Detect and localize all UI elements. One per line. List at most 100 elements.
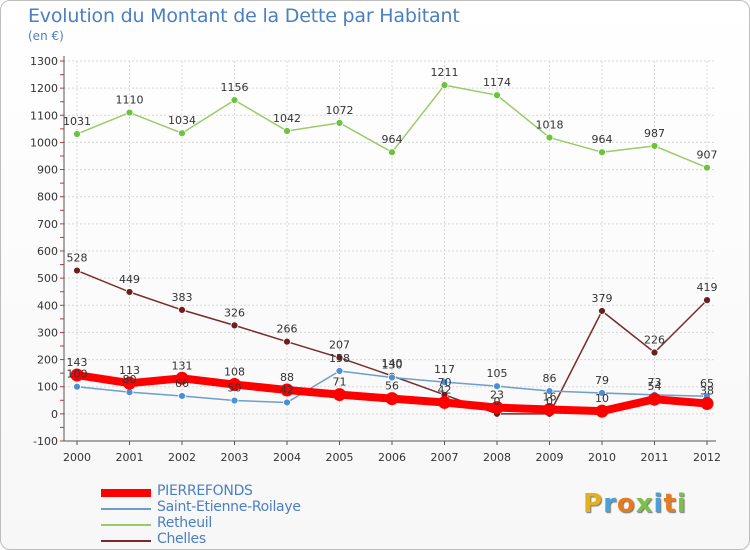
data-label: 1018	[536, 119, 564, 132]
x-tick-label: 2009	[536, 451, 564, 464]
data-point	[493, 91, 501, 100]
data-point	[385, 392, 399, 406]
data-point	[545, 387, 554, 395]
data-label: 379	[592, 292, 613, 305]
data-label: 100	[67, 368, 88, 381]
data-label: 987	[644, 127, 665, 140]
axes: -100010020030040050060070080090010001100…	[30, 55, 721, 464]
data-point	[598, 389, 606, 397]
series-retheuil	[73, 81, 711, 172]
data-label: 326	[224, 306, 245, 319]
legend-label: Chelles	[157, 531, 206, 547]
y-tick-label: 300	[37, 326, 58, 339]
data-point	[335, 118, 344, 127]
data-label: 70	[438, 376, 452, 389]
data-point	[335, 367, 344, 375]
data-point	[703, 296, 711, 305]
data-point	[703, 163, 711, 172]
data-label: 1211	[431, 66, 459, 79]
y-tick-label: 800	[37, 191, 58, 204]
data-label: 140	[382, 357, 403, 370]
x-tick-label: 2003	[221, 451, 249, 464]
legend-label: PIERREFONDS	[157, 483, 253, 499]
x-tick-label: 2000	[63, 451, 91, 464]
data-point	[280, 383, 294, 397]
data-label: 1110	[116, 94, 144, 107]
data-point	[333, 388, 346, 402]
x-tick-label: 2010	[588, 451, 616, 464]
data-point	[123, 376, 136, 390]
data-label: 105	[487, 367, 508, 380]
data-point	[230, 321, 239, 330]
data-labels: 143 113 131 108 88 71 56 42 23 16 10 54 38 100 80 66 50 4…	[63, 66, 718, 408]
data-point	[283, 398, 291, 407]
data-label: 117	[434, 363, 455, 376]
data-label: 964	[382, 133, 403, 146]
legend-label: Saint-Etienne-Roilaye	[157, 499, 301, 515]
data-label: 65	[700, 377, 714, 390]
data-label: 0	[494, 395, 501, 408]
logo-letter: i	[653, 489, 664, 519]
legend-swatch	[101, 489, 151, 497]
data-point	[648, 392, 661, 406]
legend-label: Retheuil	[157, 515, 212, 531]
data-label: 42	[438, 383, 452, 396]
data-label: 419	[697, 281, 718, 294]
series-layer	[70, 81, 714, 418]
data-label: 10	[595, 392, 609, 405]
data-label: 226	[644, 334, 665, 347]
data-label: 38	[700, 385, 714, 398]
y-tick-label: 700	[37, 218, 58, 231]
data-label: 54	[648, 380, 662, 393]
data-label: 108	[224, 366, 245, 379]
data-label: 143	[67, 356, 88, 369]
data-point	[440, 81, 449, 90]
y-tick-label: 200	[37, 354, 58, 367]
logo-letter: x	[635, 489, 654, 519]
x-tick-label: 2007	[431, 451, 459, 464]
data-label: 131	[172, 359, 193, 372]
y-tick-label: 600	[37, 245, 58, 258]
x-tick-label: 2002	[168, 451, 196, 464]
data-label: 266	[277, 323, 298, 336]
logo-letter: i	[676, 489, 687, 519]
data-label: 1034	[168, 114, 196, 127]
data-label: 66	[175, 377, 189, 390]
proxiti-logo: Proxiti	[583, 489, 687, 519]
y-tick-label: 100	[37, 381, 58, 394]
data-point	[388, 148, 396, 157]
data-point	[230, 96, 239, 104]
data-label: 1174	[483, 76, 511, 89]
x-tick-label: 2001	[116, 451, 144, 464]
logo-letter: r	[603, 489, 617, 519]
data-point	[490, 401, 504, 415]
data-label: 56	[385, 380, 399, 393]
data-point	[125, 108, 134, 117]
unit-label: (en €)	[28, 29, 64, 43]
data-label: 73	[648, 376, 662, 389]
x-tick-label: 2005	[326, 451, 354, 464]
data-point	[175, 371, 189, 385]
data-point	[335, 353, 344, 362]
data-label: 1042	[273, 112, 301, 125]
data-point	[700, 397, 714, 411]
data-point	[388, 373, 396, 382]
data-label: 80	[123, 373, 137, 386]
data-point	[228, 378, 241, 392]
data-point	[440, 378, 449, 387]
logo-letter: o	[616, 489, 636, 519]
data-label: 207	[329, 339, 350, 352]
data-label: 50	[228, 382, 242, 395]
data-label: 86	[543, 372, 557, 385]
legend-swatch	[101, 540, 151, 542]
data-point	[543, 403, 556, 417]
y-tick-label: 1300	[30, 55, 58, 68]
data-point	[438, 395, 451, 409]
data-point	[178, 305, 186, 314]
data-label: 42	[280, 383, 294, 396]
y-tick-label: 1000	[30, 136, 58, 149]
data-label: 88	[280, 371, 294, 384]
data-point	[178, 392, 186, 400]
data-point	[595, 404, 609, 418]
